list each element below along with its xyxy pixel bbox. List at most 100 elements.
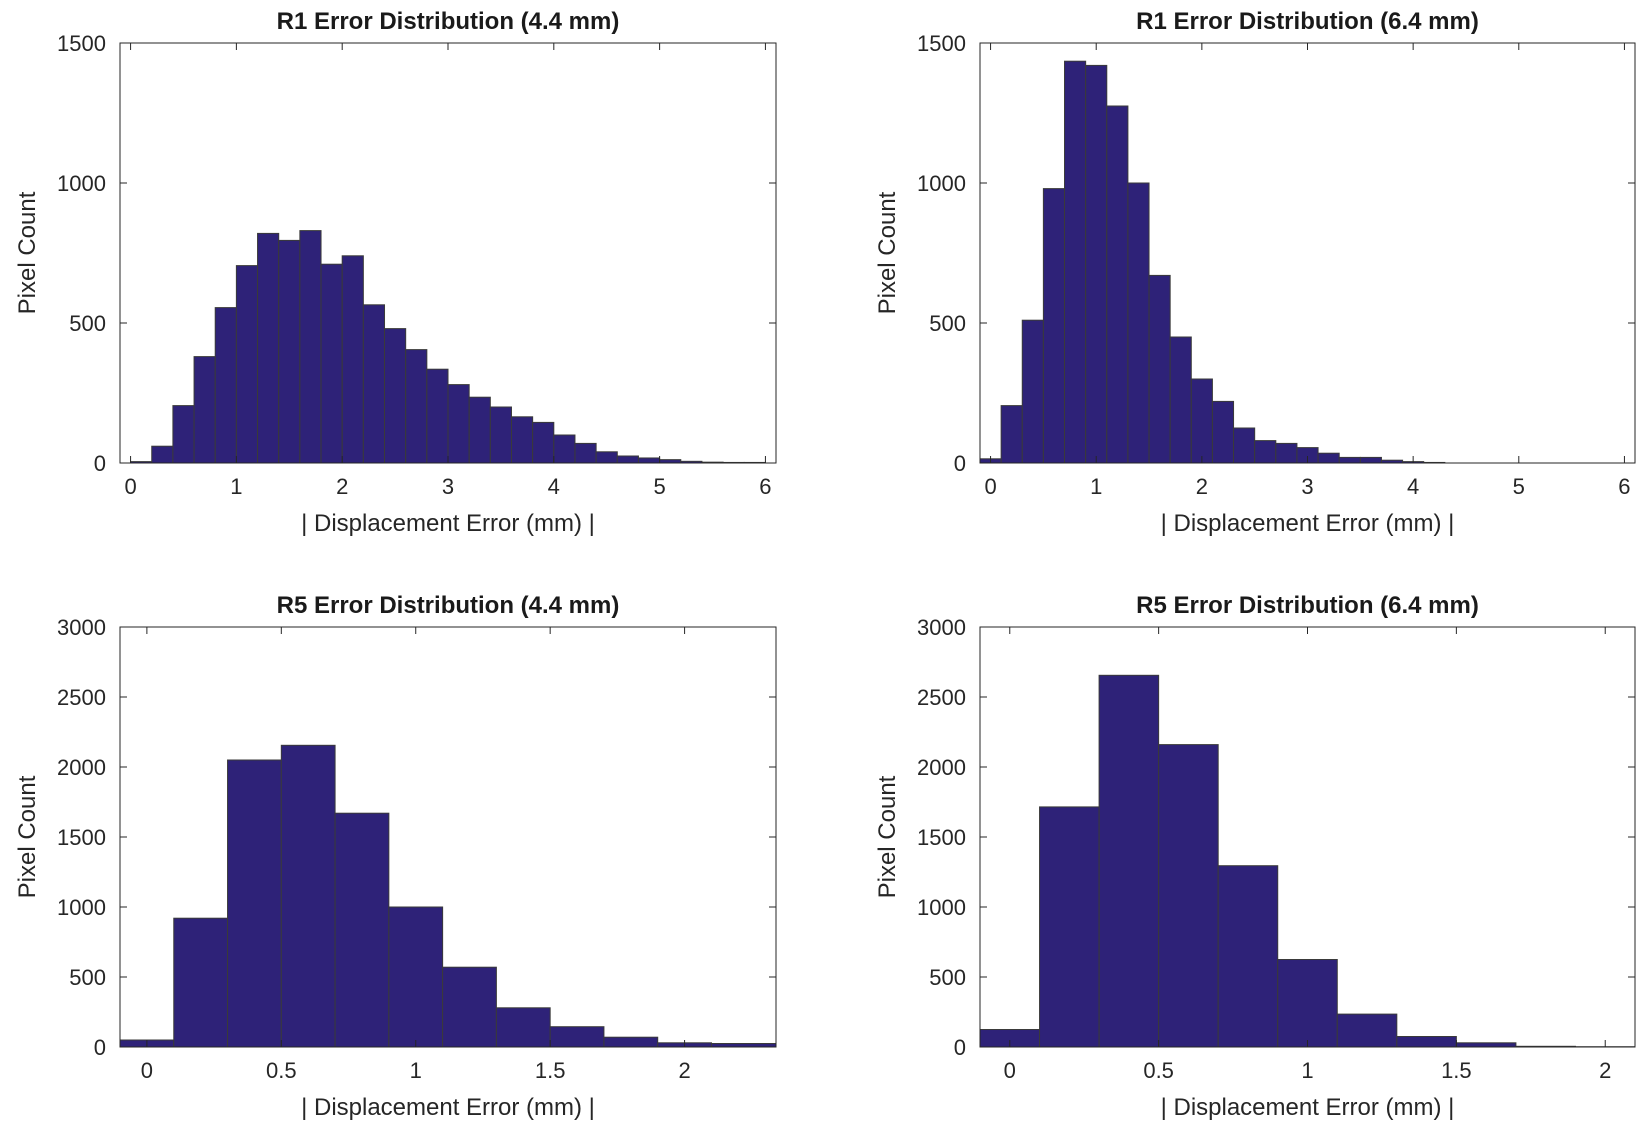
y-tick-label: 2500 <box>917 685 966 710</box>
histogram-bar <box>1338 456 1361 464</box>
histogram-bar <box>334 812 390 1048</box>
histogram-bar <box>299 230 322 464</box>
x-axis-label: | Displacement Error (mm) | <box>1161 510 1455 537</box>
x-tick-label: 1 <box>230 474 242 499</box>
histogram-bar <box>1021 319 1044 464</box>
histogram-bar <box>1277 959 1338 1048</box>
histogram-bar <box>1000 405 1023 464</box>
histogram-bar <box>710 1043 777 1048</box>
histogram-bar <box>227 759 282 1048</box>
y-axis-label: Pixel Count <box>874 775 901 898</box>
histogram-bar <box>388 906 444 1048</box>
histogram-bar <box>616 455 639 464</box>
y-tick-label: 0 <box>94 1035 106 1060</box>
x-tick-label: 1 <box>1301 1058 1313 1083</box>
histogram-bar <box>1127 182 1150 464</box>
histogram-bar <box>173 917 229 1048</box>
chart-title: R1 Error Distribution (6.4 mm) <box>1136 8 1479 35</box>
histogram-bar <box>341 255 364 464</box>
y-tick-label: 1000 <box>917 171 966 196</box>
histogram-bar <box>574 442 597 464</box>
x-axis-label: | Displacement Error (mm) | <box>301 510 595 537</box>
y-tick-label: 2500 <box>57 685 106 710</box>
histogram-bar <box>532 421 555 464</box>
histogram-bar <box>151 445 174 464</box>
x-tick-label: 1.5 <box>1441 1058 1472 1083</box>
y-tick-label: 1500 <box>57 825 106 850</box>
y-tick-label: 1500 <box>917 825 966 850</box>
histogram-bar <box>214 307 237 464</box>
y-tick-label: 1500 <box>917 31 966 56</box>
y-axis-label: Pixel Count <box>874 191 901 314</box>
histogram-bar <box>320 263 343 464</box>
y-tick-label: 500 <box>69 965 106 990</box>
chart-title: R1 Error Distribution (4.4 mm) <box>277 8 620 35</box>
x-tick-label: 5 <box>1513 474 1525 499</box>
histogram-bar <box>1148 274 1171 464</box>
y-tick-label: 0 <box>94 451 106 476</box>
histogram-bar <box>495 1007 551 1048</box>
chart-r1-6mm: 0 1 2 3 4 5 6 0 500 1000 1500 R1 Error Distribution… <box>874 8 1636 537</box>
histogram-bar <box>278 239 301 464</box>
histogram-bar <box>1217 865 1279 1048</box>
x-axis-label: | Displacement Error (mm) | <box>1161 1094 1455 1121</box>
x-tick-label: 6 <box>759 474 771 499</box>
histogram-bar <box>468 396 491 464</box>
x-tick-label: 2 <box>1196 474 1208 499</box>
x-tick-label: 3 <box>442 474 454 499</box>
x-tick-label: 0 <box>1004 1058 1016 1083</box>
y-tick-label: 500 <box>929 311 966 336</box>
x-tick-label: 0 <box>141 1058 153 1083</box>
histogram-bar <box>510 416 534 464</box>
y-tick-label: 3000 <box>917 615 966 640</box>
histogram-bar <box>257 232 280 464</box>
x-tick-label: 0 <box>984 474 996 499</box>
x-tick-label: 5 <box>653 474 665 499</box>
x-tick-label: 3 <box>1301 474 1313 499</box>
x-tick-label: 2 <box>678 1058 690 1083</box>
histogram-bar <box>1064 60 1087 464</box>
histogram-bar <box>362 304 386 464</box>
histogram-bar <box>405 349 428 464</box>
chart-r5-6mm: 0 0.5 1 1.5 2 0 500 1000 1500 2000 2500 3000 R5 Erro… <box>874 592 1636 1121</box>
histogram-bar <box>1085 64 1108 464</box>
histogram-bar <box>280 744 336 1048</box>
x-axis-label: | Displacement Error (mm) | <box>301 1094 595 1121</box>
y-tick-label: 1000 <box>57 895 106 920</box>
histogram-bar <box>659 459 682 464</box>
y-tick-label: 1000 <box>57 171 106 196</box>
histogram-bar <box>489 406 512 464</box>
y-axis-label: Pixel Count <box>14 191 41 314</box>
x-tick-label: 0.5 <box>1143 1058 1174 1083</box>
x-tick-label: 2 <box>336 474 348 499</box>
y-tick-label: 1500 <box>57 31 106 56</box>
histogram-bar <box>1396 1036 1457 1048</box>
y-tick-label: 1000 <box>917 895 966 920</box>
histogram-bar <box>235 265 259 464</box>
histogram-bar <box>1254 440 1277 464</box>
histogram-bar <box>1106 105 1129 464</box>
x-tick-label: 4 <box>548 474 560 499</box>
chart-r1-4mm: 0 1 2 3 4 5 6 0 500 1000 1500 R1 Error Distribution… <box>14 8 777 537</box>
histogram-bar <box>384 328 407 464</box>
y-tick-label: 2000 <box>917 755 966 780</box>
histogram-bar <box>1359 456 1382 464</box>
histogram-bar <box>426 368 449 464</box>
histogram-bar <box>553 434 576 464</box>
histogram-bar <box>1042 188 1066 464</box>
y-axis-label: Pixel Count <box>14 775 41 898</box>
histogram-bar <box>1317 452 1340 464</box>
histogram-bar <box>1336 1013 1398 1048</box>
histogram-bar <box>193 356 216 464</box>
histogram-bar <box>1190 378 1213 464</box>
histogram-bar <box>603 1036 659 1048</box>
y-tick-label: 2000 <box>57 755 106 780</box>
histogram-bar <box>442 966 497 1048</box>
histogram-bar <box>1039 806 1100 1048</box>
y-tick-label: 500 <box>929 965 966 990</box>
histogram-bar <box>1211 400 1235 464</box>
histogram-bar <box>447 384 470 464</box>
x-tick-label: 4 <box>1407 474 1419 499</box>
chart-r5-4mm: 0 0.5 1 1.5 2 0 500 1000 1500 2000 2500 3000 R5 Erro… <box>14 592 777 1121</box>
